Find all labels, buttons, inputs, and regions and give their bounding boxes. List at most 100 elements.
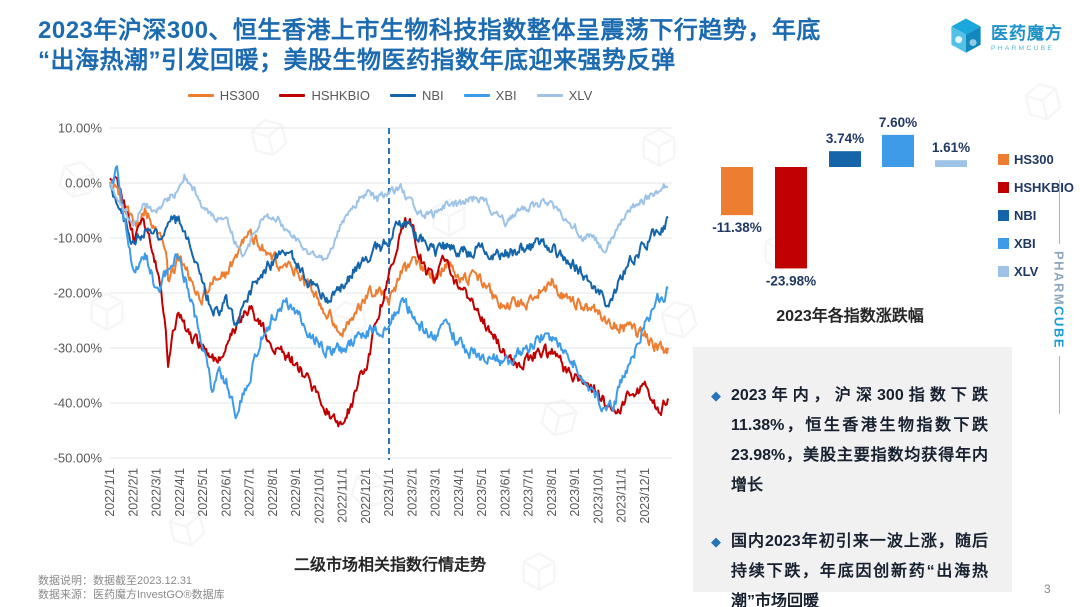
bar-legend-label: XLV [1014, 264, 1039, 279]
x-axis-tick-label: 2022/11/1 [336, 468, 350, 523]
bar-legend-swatch-HSHKBIO [998, 182, 1009, 193]
x-axis-tick-label: 2023/11/1 [615, 468, 629, 523]
bar-legend-label: XBI [1014, 236, 1036, 251]
bar-HS300 [721, 167, 753, 216]
x-axis-tick-label: 2023/4/1 [452, 468, 466, 517]
legend-item-XBI: XBI [463, 88, 517, 103]
diamond-bullet-icon: ◆ [711, 388, 721, 403]
x-axis-tick-label: 2022/5/1 [196, 468, 210, 517]
bar-XBI [882, 134, 914, 167]
x-axis-tick-label: 2023/1/1 [382, 468, 396, 517]
bar-legend-item-NBI: NBI [998, 208, 1074, 223]
series-line-XLV [109, 173, 668, 262]
line-chart-caption: 二级市场相关指数行情走势 [293, 557, 486, 574]
brand-cube: CUBE [1051, 306, 1067, 350]
x-axis-tick-label: 2022/9/1 [289, 468, 303, 517]
series-line-NBI [109, 185, 669, 327]
legend-item-NBI: NBI [390, 88, 444, 103]
x-axis-tick-label: 2023/7/1 [522, 468, 536, 517]
bar-legend-label: NBI [1014, 208, 1037, 223]
page-title-line2: “出海热潮”引发回暖；美股生物医药指数年底迎来强势反弹 [38, 47, 676, 74]
bullet-item: ◆ 2023年内，沪深300指数下跌11.38%，恒生香港生物指数下跌23.98… [711, 381, 988, 501]
legend-swatch-HS300 [187, 94, 214, 97]
logo-name: 医药魔方 [991, 23, 1063, 43]
x-axis-tick-label: 2023/5/1 [475, 468, 489, 517]
x-axis-tick-label: 2022/3/1 [150, 468, 164, 517]
series-line-HSHKBIO [109, 175, 669, 428]
pharmcube-logo: 医药魔方 PHARMCUBE [948, 17, 1063, 60]
bar-legend-item-XBI: XBI [998, 236, 1074, 251]
line-chart: 10.00% 0.00% -10.00% -20.00% -30.00% -40.00% -… [54, 121, 672, 524]
page-title: 2023年沪深300、恒生香港上市生物科技指数整体呈震荡下行趋势，年底 “出海热… [38, 16, 938, 76]
x-axis-tick-label: 2023/10/1 [591, 468, 605, 524]
legend-item-HS300: HS300 [187, 88, 260, 103]
bar-value-label: 7.60% [879, 115, 917, 130]
bar-XLV [935, 160, 967, 167]
legend-label: NBI [422, 88, 444, 103]
x-axis-tick-label: 2023/3/1 [429, 468, 443, 517]
x-axis-tick-label: 2022/12/1 [359, 468, 373, 524]
x-axis-tick-label: 2022/10/1 [312, 468, 326, 524]
bar-value-label: -23.98% [766, 273, 816, 288]
line-chart-legend: HS300 HSHKBIO NBI XBI XLV [100, 88, 680, 103]
bar-legend-swatch-HS300 [998, 154, 1009, 165]
x-axis-tick-label: 2022/6/1 [219, 468, 233, 517]
y-axis-tick-label: -40.00% [54, 396, 103, 411]
x-axis-tick-label: 2022/4/1 [173, 468, 187, 517]
bar-NBI [829, 151, 861, 167]
legend-item-XLV: XLV [536, 88, 593, 103]
bar-value-label: 1.61% [932, 140, 970, 155]
legend-label: HS300 [219, 88, 260, 103]
y-axis-tick-label: -30.00% [54, 341, 103, 356]
bullet-item: ◆ 国内2023年初引来一波上涨，随后持续下跌，年底因创新药“出海热潮”市场回暖 [711, 527, 988, 607]
bullet-text: 国内2023年初引来一波上涨，随后持续下跌，年底因创新药“出海热潮”市场回暖 [731, 533, 988, 607]
x-axis-tick-label: 2023/6/1 [498, 468, 512, 517]
x-axis-tick-label: 2023/8/1 [545, 468, 559, 517]
brand-divider-top [1058, 180, 1060, 244]
legend-label: XLV [568, 88, 593, 103]
x-axis-tick-label: 2022/8/1 [266, 468, 280, 517]
bar-chart-caption: 2023年各指数涨跌幅 [776, 308, 924, 325]
page-number: 3 [1044, 582, 1051, 596]
x-axis-tick-label: 2022/2/1 [126, 468, 140, 517]
bar-legend-label: HS300 [1014, 152, 1054, 167]
x-axis-tick-label: 2022/7/1 [243, 468, 257, 517]
logo-subtitle: PHARMCUBE [991, 45, 1055, 53]
footnote-data-source: 数据来源：医药魔方InvestGO®数据库 [38, 589, 225, 601]
brand-divider-bottom [1058, 356, 1060, 415]
y-axis-tick-label: -10.00% [54, 231, 103, 246]
commentary-box: ◆ 2023年内，沪深300指数下跌11.38%，恒生香港生物指数下跌23.98… [693, 347, 1012, 607]
legend-swatch-NBI [390, 94, 416, 97]
y-axis-tick-label: 10.00% [58, 121, 103, 136]
bar-value-label: -11.38% [712, 220, 762, 235]
footnote-data-note: 数据说明：数据截至2023.12.31 [38, 575, 193, 587]
x-axis-tick-label: 2023/2/1 [405, 468, 419, 517]
bar-HSHKBIO [775, 167, 807, 269]
y-axis-tick-label: -20.00% [54, 286, 103, 301]
bar-value-label: 3.74% [826, 131, 864, 146]
y-axis-tick-label: -50.00% [54, 451, 103, 466]
side-brand: PHARMCUBE [1050, 180, 1068, 415]
x-axis-tick-label: 2022/1/1 [103, 468, 117, 517]
legend-item-HSHKBIO: HSHKBIO [279, 88, 370, 103]
bar-legend-item-HS300: HS300 [998, 152, 1074, 167]
footnotes: 数据说明：数据截至2023.12.31 数据来源：医药魔方InvestGO®数据… [38, 574, 225, 602]
legend-label: XBI [495, 88, 517, 103]
bar-legend-swatch-XBI [998, 238, 1009, 249]
brand-pharm: PHARM [1051, 251, 1067, 307]
legend-swatch-XLV [536, 94, 563, 97]
legend-label: HSHKBIO [311, 88, 370, 103]
x-axis-tick-label: 2023/12/1 [638, 468, 652, 524]
legend-swatch-XBI [463, 94, 490, 97]
cube-logo-icon [948, 17, 984, 60]
diamond-bullet-icon: ◆ [711, 534, 721, 549]
series-line-XBI [109, 165, 669, 420]
watermark-cube-icon [1024, 82, 1062, 127]
bar-legend-swatch-XLV [998, 266, 1009, 277]
bar-legend-item-XLV: XLV [998, 264, 1074, 279]
bar-legend-swatch-NBI [998, 210, 1009, 221]
bar-chart: -11.38% -23.98% 3.74% 7.60% 1.61% [712, 115, 970, 289]
legend-swatch-HSHKBIO [279, 94, 306, 97]
y-axis-tick-label: 0.00% [65, 176, 102, 191]
